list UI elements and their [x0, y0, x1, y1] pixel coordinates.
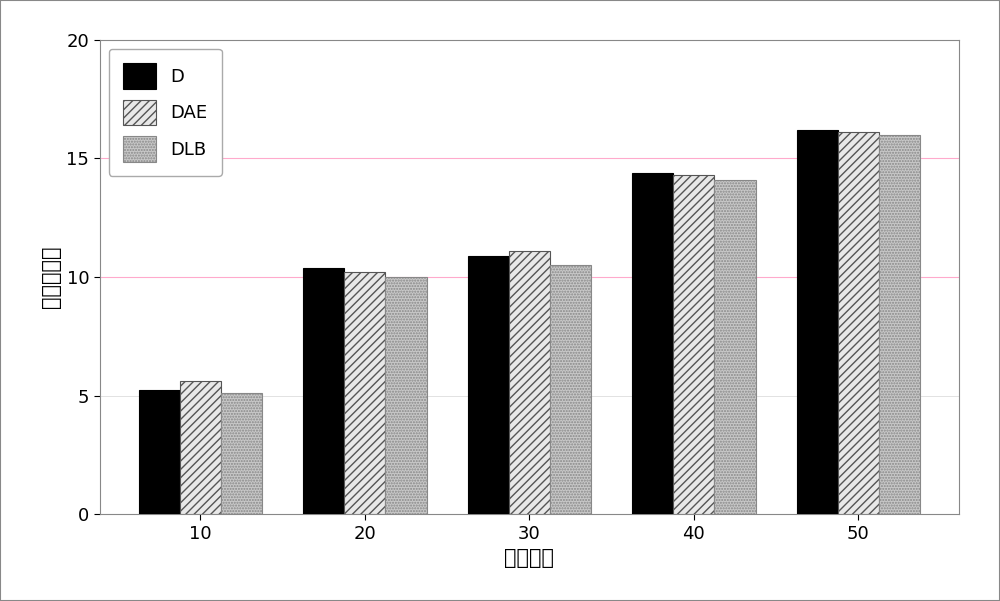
Bar	[180, 382, 221, 514]
Bar	[632, 172, 673, 514]
Bar	[714, 180, 756, 514]
Bar	[550, 265, 591, 514]
Bar	[879, 135, 920, 514]
Bar	[303, 267, 344, 514]
Bar	[385, 277, 427, 514]
Y-axis label: 数据距离値: 数据距离値	[41, 246, 61, 308]
Bar	[221, 393, 262, 514]
Bar	[838, 132, 879, 514]
Bar	[509, 251, 550, 514]
Bar	[468, 255, 509, 514]
Legend: D, DAE, DLB: D, DAE, DLB	[109, 49, 222, 176]
Bar	[344, 272, 385, 514]
Bar	[673, 175, 714, 514]
X-axis label: 数据长度: 数据长度	[504, 548, 554, 568]
Bar	[139, 389, 180, 514]
Bar	[797, 130, 838, 514]
